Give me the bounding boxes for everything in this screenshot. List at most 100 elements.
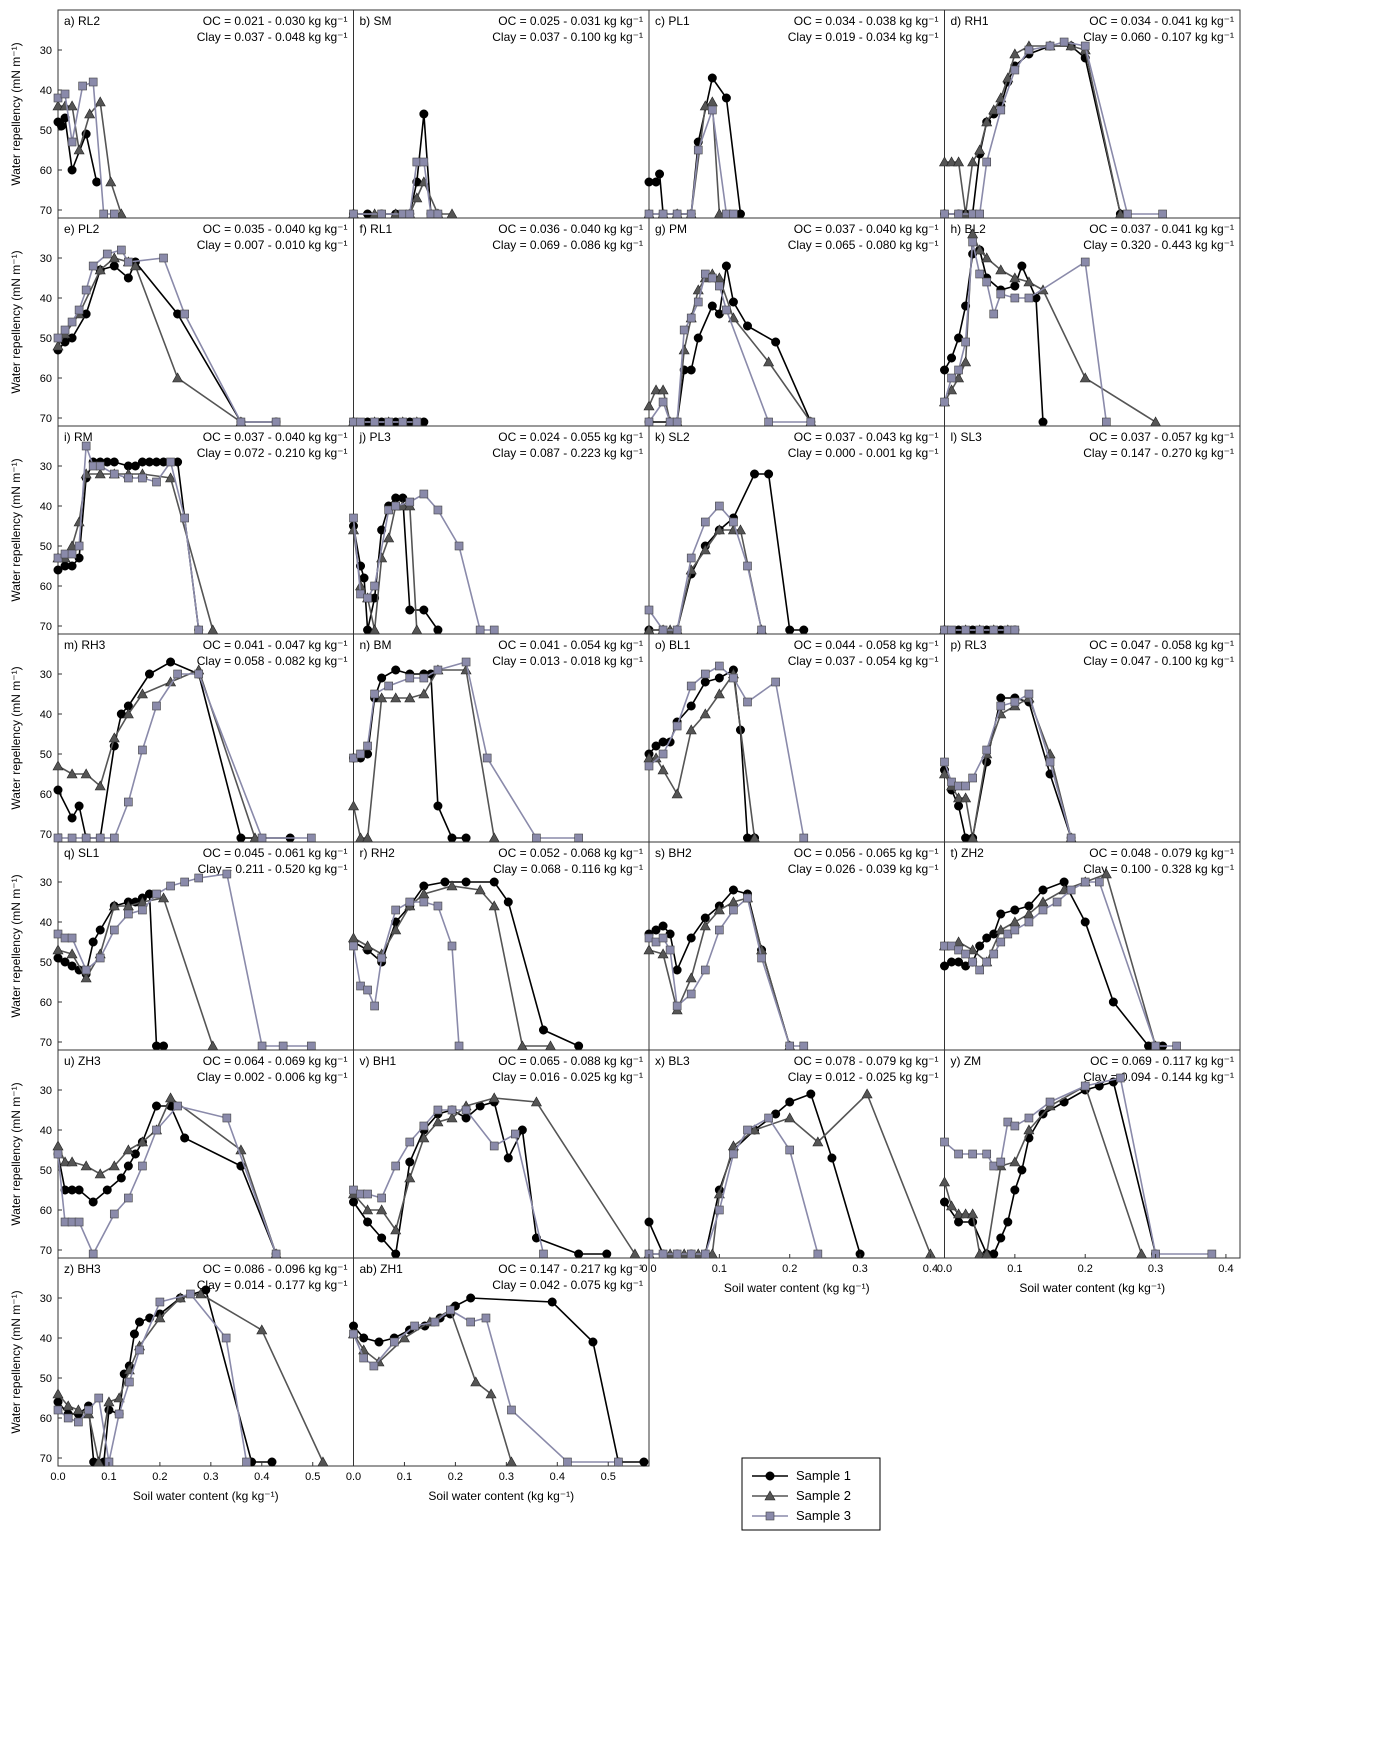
data-point-square bbox=[1010, 293, 1020, 303]
data-point-square bbox=[412, 417, 422, 427]
data-point-square bbox=[679, 325, 689, 335]
y-axis-label: Water repellency (mN m⁻¹) bbox=[9, 666, 23, 809]
data-point-square bbox=[686, 1249, 696, 1259]
panel-q: 30 40 50 60 70 Water repellency (mN m⁻¹) q) SL… bbox=[9, 841, 354, 1051]
data-point-circle bbox=[686, 933, 696, 943]
data-point-triangle bbox=[988, 104, 1000, 115]
data-point-square bbox=[152, 701, 161, 711]
data-point-triangle bbox=[650, 384, 662, 395]
panel-title: v) BH1 bbox=[360, 1054, 397, 1068]
data-point-square bbox=[384, 681, 393, 691]
data-point-circle bbox=[57, 121, 67, 131]
data-point-square bbox=[961, 949, 970, 959]
data-point-circle bbox=[102, 1185, 112, 1195]
panel-title: u) ZH3 bbox=[64, 1054, 101, 1068]
data-point-square bbox=[124, 1193, 133, 1203]
data-point-triangle bbox=[967, 944, 979, 955]
data-point-square bbox=[278, 1041, 288, 1051]
data-point-square bbox=[124, 909, 133, 919]
data-point-square bbox=[1066, 833, 1076, 843]
data-point-circle bbox=[982, 933, 992, 943]
data-point-square bbox=[729, 673, 738, 683]
data-point-square bbox=[1045, 757, 1055, 767]
data-point-circle bbox=[771, 337, 781, 347]
data-point-triangle bbox=[136, 1136, 148, 1147]
x-tick-label: 0.1 bbox=[397, 1471, 412, 1483]
y-tick-label: 40 bbox=[40, 917, 52, 929]
data-point-square bbox=[94, 1393, 104, 1403]
oc-range: OC = 0.036 - 0.040 kg kg⁻¹ bbox=[498, 222, 643, 236]
data-point-circle bbox=[827, 1153, 837, 1163]
data-point-triangle bbox=[678, 344, 690, 355]
data-point-triangle bbox=[158, 892, 170, 903]
series-line-square bbox=[648, 272, 811, 423]
x-tick-label: 0.5 bbox=[305, 1471, 320, 1483]
data-point-circle bbox=[1010, 281, 1020, 291]
x-tick-label: 0.0 bbox=[50, 1471, 65, 1483]
data-point-triangle bbox=[938, 1176, 951, 1187]
x-axis-label: Soil water content (kg kg⁻¹) bbox=[133, 1489, 279, 1503]
clay-range: Clay = 0.012 - 0.025 kg kg⁻¹ bbox=[788, 1070, 939, 1084]
series-line-circle bbox=[57, 1288, 272, 1463]
data-point-square bbox=[563, 1457, 572, 1467]
clay-range: Clay = 0.058 - 0.082 kg kg⁻¹ bbox=[197, 654, 348, 668]
data-point-triangle bbox=[485, 1388, 497, 1399]
data-point-circle bbox=[489, 877, 499, 887]
data-point-square bbox=[715, 281, 724, 291]
data-point-circle bbox=[982, 757, 992, 767]
data-point-square bbox=[757, 625, 766, 635]
data-point-square bbox=[799, 833, 809, 843]
data-point-square bbox=[743, 1125, 752, 1135]
data-point-triangle bbox=[66, 768, 78, 779]
data-point-square bbox=[764, 417, 773, 427]
data-point-triangle bbox=[376, 692, 388, 703]
y-tick-label: 60 bbox=[40, 373, 52, 385]
data-point-circle bbox=[236, 833, 246, 843]
legend-label: Sample 1 bbox=[796, 1468, 851, 1483]
data-point-circle bbox=[440, 877, 450, 887]
oc-range: OC = 0.069 - 0.117 kg kg⁻¹ bbox=[1090, 1054, 1234, 1068]
oc-range: OC = 0.021 - 0.030 kg kg⁻¹ bbox=[203, 14, 348, 28]
data-point-square bbox=[109, 1209, 119, 1219]
data-point-triangle bbox=[376, 1204, 388, 1215]
data-point-square bbox=[764, 1113, 773, 1123]
y-tick-label: 60 bbox=[40, 165, 52, 177]
oc-range: OC = 0.078 - 0.079 kg kg⁻¹ bbox=[794, 1054, 939, 1068]
oc-range: OC = 0.147 - 0.217 kg kg⁻¹ bbox=[498, 1262, 643, 1276]
clay-range: Clay = 0.069 - 0.086 kg kg⁻¹ bbox=[492, 238, 643, 252]
data-point-circle bbox=[538, 1025, 548, 1035]
legend-label: Sample 3 bbox=[796, 1508, 851, 1523]
data-point-circle bbox=[975, 941, 985, 951]
series-line-triangle bbox=[944, 45, 1122, 215]
data-point-square bbox=[67, 317, 77, 327]
y-tick-label: 60 bbox=[40, 997, 52, 1009]
panel-title: d) RH1 bbox=[951, 14, 989, 28]
data-point-circle bbox=[267, 1457, 277, 1467]
data-point-triangle bbox=[122, 708, 134, 719]
data-point-circle bbox=[109, 261, 119, 271]
data-point-triangle bbox=[763, 356, 775, 367]
panel-title: m) RH3 bbox=[64, 638, 106, 652]
clay-range: Clay = 0.037 - 0.100 kg kg⁻¹ bbox=[492, 30, 643, 44]
clay-range: Clay = 0.000 - 0.001 kg kg⁻¹ bbox=[788, 446, 939, 460]
data-point-triangle bbox=[404, 1172, 416, 1183]
y-axis-label: Water repellency (mN m⁻¹) bbox=[9, 250, 23, 393]
data-point-triangle bbox=[362, 1204, 374, 1215]
data-point-triangle bbox=[1135, 1248, 1148, 1259]
data-point-square bbox=[672, 721, 682, 731]
data-point-circle bbox=[135, 1317, 145, 1327]
data-point-square bbox=[99, 209, 109, 219]
data-point-square bbox=[686, 681, 696, 691]
data-point-square bbox=[658, 749, 668, 759]
data-point-square bbox=[1151, 1041, 1160, 1051]
data-point-square bbox=[507, 1405, 516, 1415]
data-point-square bbox=[53, 333, 63, 343]
data-point-square bbox=[715, 1205, 724, 1215]
data-point-square bbox=[84, 1405, 93, 1415]
panel-title: r) RH2 bbox=[360, 846, 396, 860]
series-line-triangle bbox=[57, 257, 242, 423]
y-tick-label: 70 bbox=[40, 205, 52, 217]
data-point-square bbox=[1024, 917, 1034, 927]
data-point-square bbox=[1094, 877, 1104, 887]
data-point-circle bbox=[166, 657, 176, 667]
